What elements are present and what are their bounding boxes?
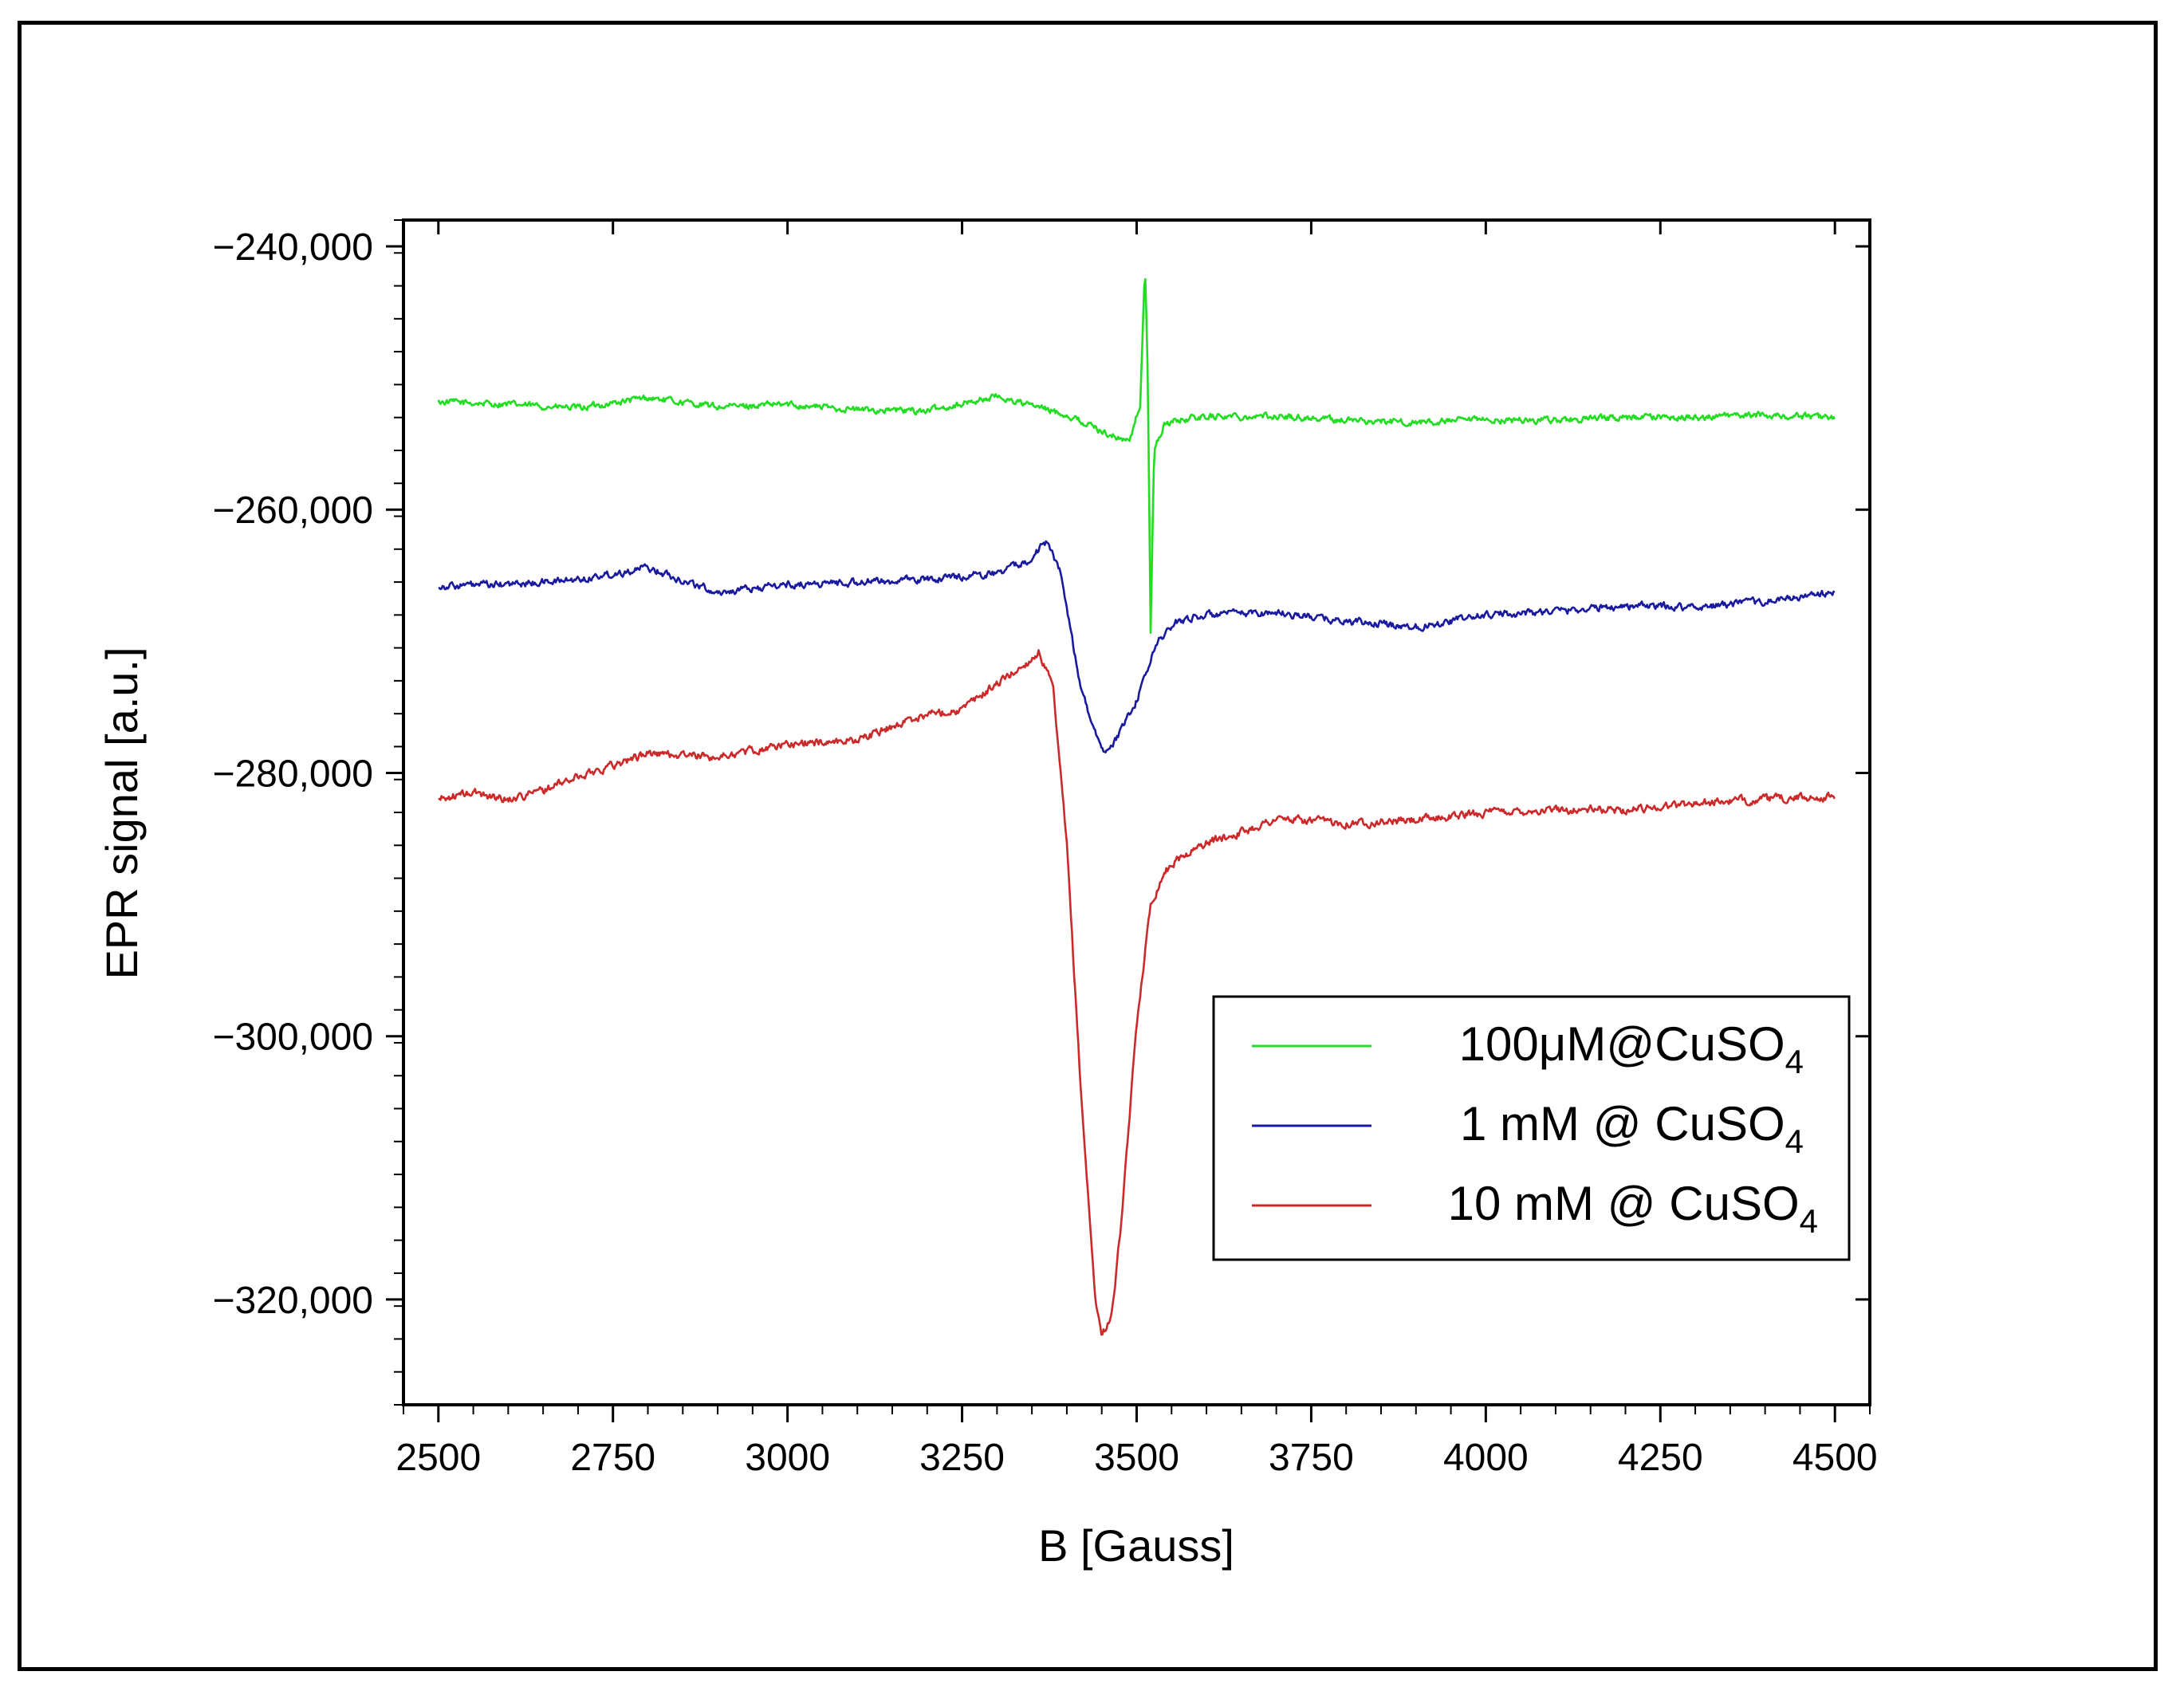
series-1mm-line [438, 540, 1836, 754]
y-tick-label: −260,000 [212, 490, 373, 532]
y-axis: −240,000 −260,000 −280,000 −300,000 −320,000 [212, 219, 1870, 1406]
legend-label-100um: 100μM@CuSO4 [1459, 1017, 1804, 1080]
legend-label-1mm: 1 mM @ CuSO4 [1460, 1097, 1804, 1160]
y-axis-label: EPR signal [a.u.] [96, 647, 147, 979]
x-tick-label: 3750 [1269, 1437, 1354, 1479]
x-tick-label: 2500 [395, 1437, 481, 1479]
series-10mm-line [438, 649, 1836, 1336]
figure-frame [18, 21, 2158, 1671]
legend: 100μM@CuSO4 1 mM @ CuSO4 10 mM @ CuSO4 [1212, 995, 1851, 1261]
x-tick-label: 4500 [1792, 1437, 1878, 1479]
x-axis-label: B [Gauss] [1038, 1520, 1234, 1571]
series-layer [437, 277, 1836, 1336]
legend-box [1212, 995, 1851, 1261]
x-axis: 2500 2750 3000 3250 3500 3750 4000 4250 4500 [395, 220, 1878, 1479]
series-100um-line [437, 277, 1836, 635]
y-tick-label: −280,000 [212, 753, 373, 795]
y-tick-label: −240,000 [212, 226, 373, 269]
y-tick-label: −300,000 [212, 1017, 373, 1059]
x-tick-label: 4000 [1443, 1437, 1529, 1479]
x-tick-label: 3000 [745, 1437, 830, 1479]
x-tick-label: 3250 [919, 1437, 1005, 1479]
x-tick-label: 3500 [1094, 1437, 1179, 1479]
x-tick-label: 2750 [570, 1437, 655, 1479]
y-tick-label: −320,000 [212, 1280, 373, 1322]
x-tick-label: 4250 [1618, 1437, 1703, 1479]
legend-label-10mm: 10 mM @ CuSO4 [1448, 1177, 1818, 1240]
